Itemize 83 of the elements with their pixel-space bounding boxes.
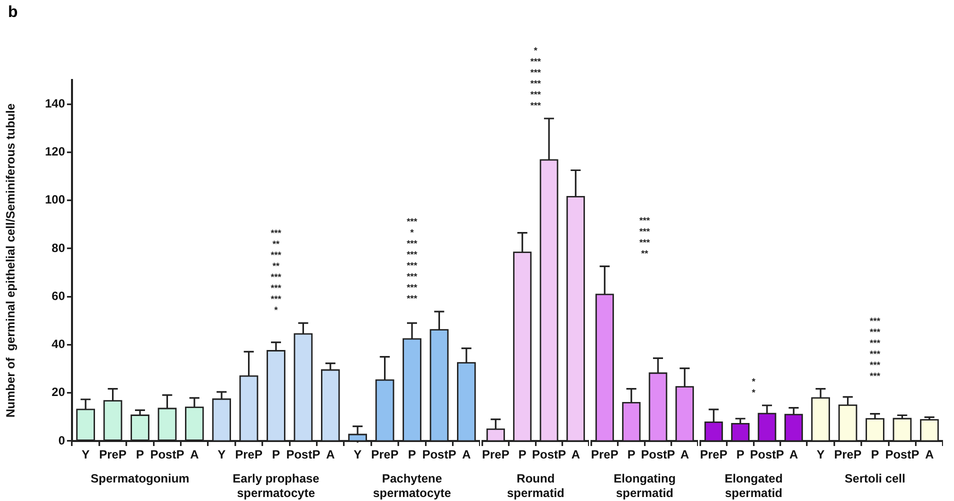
x-tick-label: P — [736, 448, 744, 462]
annotation: *** — [639, 215, 650, 226]
x-tick-label: P — [272, 448, 280, 462]
x-tick-label: PostP — [640, 448, 676, 462]
x-tick-label: PreP — [700, 448, 728, 462]
annotation: * — [274, 305, 278, 316]
x-tick-label: PostP — [750, 448, 784, 462]
annotation: *** — [406, 238, 418, 249]
y-tick-label: 60 — [52, 288, 66, 303]
x-tick-label: P — [136, 448, 144, 462]
y-tick-label: 120 — [44, 144, 66, 159]
x-tick-label: PostP — [532, 448, 566, 462]
text: * — [534, 45, 538, 56]
x-axis-title: Pachytene spermatocyte — [372, 472, 452, 500]
x-tick-label: PreP — [834, 448, 862, 462]
annotation: *** — [270, 228, 282, 238]
annotation: *** — [406, 294, 418, 304]
annotation: ** — [641, 248, 649, 258]
annotation: *** — [870, 338, 881, 348]
y-tick-label: 20 — [52, 385, 66, 400]
text: *** — [530, 89, 542, 100]
x-tick-label: A — [462, 448, 472, 462]
x-tick-label: PostP — [422, 448, 456, 462]
text: *** — [530, 56, 542, 66]
x-tick-label: PreP — [99, 448, 126, 462]
annotation: *** — [870, 370, 881, 381]
x-tick-label: A — [326, 448, 336, 462]
annotation: ** — [272, 261, 280, 272]
y-tick-label: 140 — [44, 96, 66, 110]
annotation: *** — [870, 360, 881, 370]
x-tick-label: A — [789, 448, 798, 462]
x-tick-label: P — [870, 448, 880, 462]
text: *** — [530, 78, 542, 88]
x-tick-label: PreP — [590, 448, 618, 462]
x-tick-label: PostP — [885, 448, 920, 462]
x-tick-label: PostP — [286, 448, 320, 462]
annotation: *** — [406, 272, 418, 282]
x-tick-label: A — [925, 448, 934, 462]
annotation: *** — [406, 260, 418, 271]
x-axis-title: Round spermatid — [506, 472, 564, 500]
annotation: *** — [270, 272, 282, 282]
x-tick-label: Y — [816, 448, 825, 462]
x-tick-label: P — [518, 448, 526, 462]
annotation: *** — [870, 348, 881, 359]
y-tick-label: 100 — [44, 192, 66, 207]
x-tick-label: P — [408, 448, 416, 462]
text: *** — [530, 67, 542, 78]
x-tick-label: PreP — [371, 448, 398, 462]
x-tick-label: P — [627, 448, 636, 462]
annotation: *** — [870, 316, 881, 326]
annotation: * — [752, 387, 756, 398]
x-axis-title: Sertoli cell — [844, 472, 906, 486]
annotation: *** — [639, 237, 650, 248]
annotation: *** — [639, 226, 650, 236]
x-tick-label: A — [571, 448, 580, 462]
annotation: * — [410, 228, 414, 238]
annotation: ** — [272, 239, 280, 250]
x-axis-title: Early prophase spermatocyte — [232, 472, 320, 500]
annotation: *** — [270, 294, 282, 304]
annotation: *** — [406, 250, 418, 260]
y-tick-label: 40 — [52, 337, 66, 352]
annotation: *** — [406, 216, 418, 227]
x-tick-label: A — [190, 448, 200, 462]
y-tick-label: 0 — [58, 433, 66, 448]
x-tick-label: PreP — [482, 448, 510, 462]
x-tick-label: A — [680, 448, 690, 462]
annotation: *** — [406, 282, 418, 293]
x-tick-label: Y — [82, 448, 90, 462]
annotation: *** — [870, 326, 881, 337]
annotation: * — [752, 376, 756, 386]
annotation: *** — [270, 283, 282, 294]
x-axis-title: Elongating spermatid — [614, 472, 676, 500]
x-tick-label: Y — [218, 448, 226, 462]
x-tick-label: PreP — [235, 448, 262, 462]
x-tick-label: Y — [354, 448, 362, 462]
x-axis-title: Spermatogonium — [90, 472, 190, 486]
y-tick-label: 80 — [52, 240, 66, 255]
annotation: *** — [270, 250, 282, 260]
x-axis-title: Elongated spermatid — [724, 472, 783, 500]
annotation: *** — [530, 100, 542, 110]
x-tick-label: PostP — [150, 448, 184, 462]
chart-title: b — [8, 4, 18, 22]
y-axis-title: Number of germinal epithelial cell/Seminiferous tubule — [4, 103, 18, 418]
